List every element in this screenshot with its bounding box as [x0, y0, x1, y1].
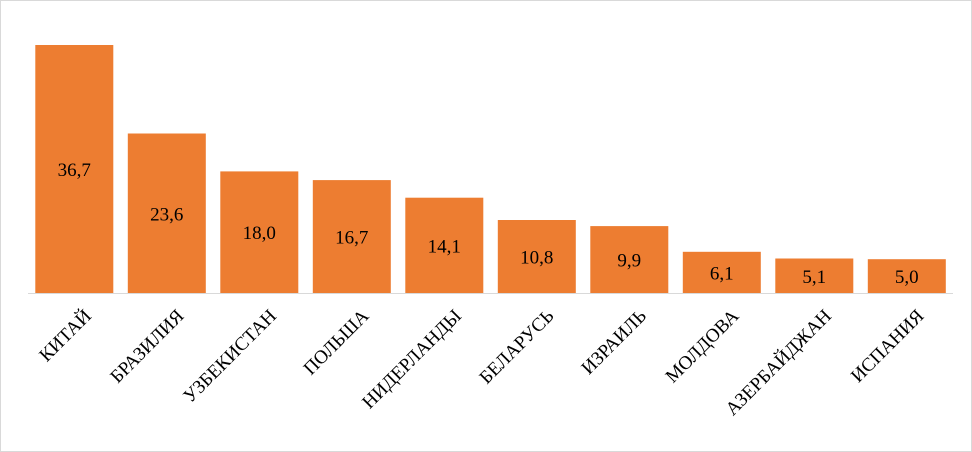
bar-2: [127, 133, 206, 293]
bar-value-label: 18,0: [243, 223, 276, 244]
bar-6: [497, 220, 576, 293]
category-label: УЗБЕКИСТАН: [179, 305, 281, 407]
bar-value-label: 5,0: [895, 267, 919, 288]
category-label: ПОЛЬША: [300, 305, 374, 379]
bar-3: [220, 171, 299, 293]
bars-group: [35, 45, 946, 293]
category-label: МОЛДОВА: [662, 305, 744, 387]
bar-8: [682, 251, 761, 293]
category-label: ИЗРАИЛЬ: [578, 306, 651, 379]
bar-value-label: 10,8: [520, 248, 553, 269]
category-label: БЕЛАРУСЬ: [476, 306, 559, 389]
bar-4: [312, 180, 391, 293]
category-label: НИДЕРЛАНДЫ: [358, 306, 465, 413]
bar-10: [867, 259, 946, 293]
bar-value-label: 14,1: [428, 236, 461, 257]
bar-value-label: 23,6: [150, 204, 183, 225]
bar-9: [775, 258, 854, 293]
bar-value-label: 5,1: [802, 267, 826, 288]
category-label: БРАЗИЛИЯ: [106, 305, 188, 387]
category-label: ИСПАНИЯ: [847, 305, 929, 387]
value-labels-group: 36,7 23,6 18,0 16,7 14,1 10,8 9,9 6,1 5,1 5,0: [58, 160, 919, 288]
bar-value-label: 6,1: [710, 263, 734, 284]
category-label: КИТАЙ: [35, 305, 96, 366]
bar-7: [590, 226, 669, 293]
bar-value-label: 16,7: [335, 228, 368, 249]
bar-value-label: 36,7: [58, 160, 91, 181]
bar-value-label: 9,9: [617, 251, 641, 272]
bar-5: [405, 197, 484, 293]
bar-1: [35, 45, 114, 293]
